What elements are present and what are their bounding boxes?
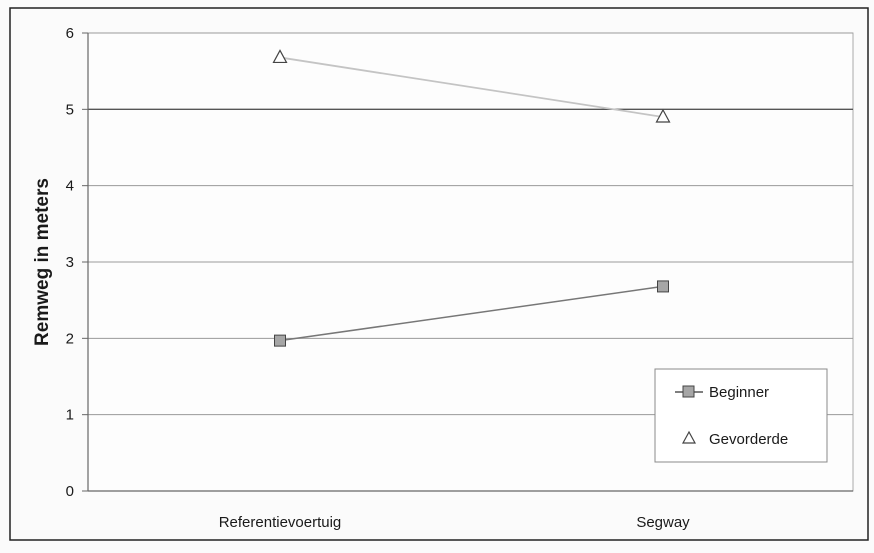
y-tick-label: 6	[66, 25, 74, 42]
y-tick-label: 1	[66, 407, 74, 424]
legend-marker-beginner	[682, 385, 695, 398]
series-line-beginner	[279, 285, 664, 342]
x-tick-label: Referentievoertuig	[219, 514, 342, 531]
y-tick-label: 3	[66, 254, 74, 271]
legend-label-gevorderde: Gevorderde	[709, 431, 788, 448]
axes: 0 1 2 3 4 5 6 Referentievoertuig Segway	[66, 25, 853, 531]
series-line-gevorderde	[279, 56, 664, 118]
y-tick-label: 4	[66, 178, 74, 195]
gridlines	[88, 32, 853, 416]
y-tick-label: 0	[66, 483, 74, 500]
data-point-gevorderde	[272, 49, 288, 64]
y-tick-label: 2	[66, 330, 74, 347]
x-tick-label: Segway	[636, 514, 690, 531]
legend-label-beginner: Beginner	[709, 384, 769, 401]
legend-marker-gevorderde	[681, 430, 697, 444]
data-series	[272, 49, 671, 347]
data-point-beginner	[274, 334, 286, 347]
y-axis-label: Remweg in meters	[32, 178, 53, 346]
legend-box	[654, 368, 828, 463]
legend: Beginner Gevorderde	[654, 368, 828, 463]
data-point-gevorderde	[655, 108, 671, 123]
y-tick-label: 5	[66, 101, 74, 118]
data-point-beginner	[657, 280, 669, 293]
